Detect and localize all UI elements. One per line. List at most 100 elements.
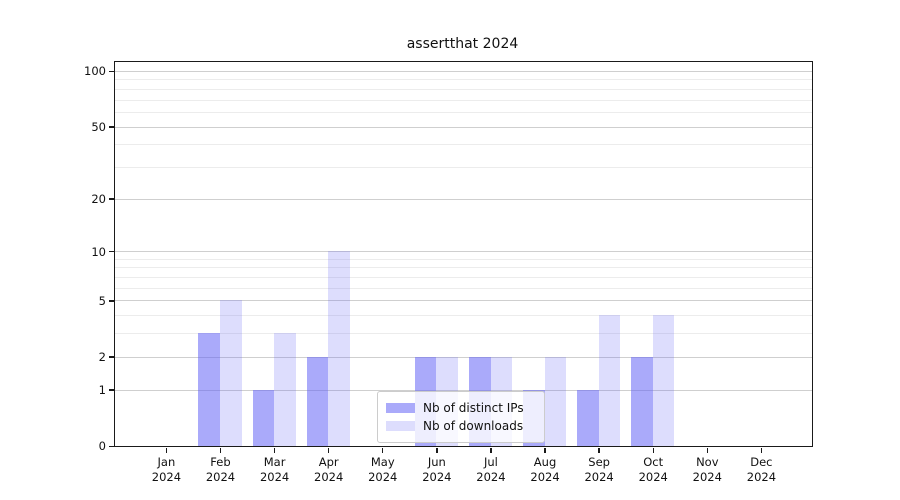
x-label-month-aug: Aug bbox=[533, 455, 557, 469]
gridline-minor-8 bbox=[115, 267, 812, 269]
y-tick-20 bbox=[109, 198, 114, 200]
gridline-minor-6 bbox=[115, 287, 812, 289]
x-label-month-dec: Dec bbox=[750, 455, 773, 469]
gridline-minor-7 bbox=[115, 277, 812, 279]
x-tick-label-may: May 2024 bbox=[353, 455, 413, 485]
x-tick-jan bbox=[165, 447, 168, 453]
x-tick-label-jun: Jun 2024 bbox=[407, 455, 467, 485]
plot-area bbox=[114, 61, 813, 447]
x-label-year-feb: 2024 bbox=[205, 470, 236, 484]
bar-downloads-sep bbox=[598, 315, 621, 446]
y-tick-label-50: 50 bbox=[91, 119, 106, 134]
x-tick-label-aug: Aug 2024 bbox=[515, 455, 575, 485]
x-tick-label-dec: Dec 2024 bbox=[731, 455, 791, 485]
gridline-minor-4 bbox=[115, 315, 812, 317]
y-tick-label-100: 100 bbox=[84, 64, 106, 79]
gridline-minor-30 bbox=[115, 166, 812, 168]
x-tick-label-apr: Apr 2024 bbox=[299, 455, 359, 485]
bar-downloads-oct bbox=[652, 315, 675, 446]
y-tick-5 bbox=[109, 300, 114, 302]
x-label-month-feb: Feb bbox=[210, 455, 231, 469]
bar-downloads-apr bbox=[328, 251, 350, 446]
y-tick-100 bbox=[109, 70, 114, 73]
x-tick-label-nov: Nov 2024 bbox=[677, 455, 737, 485]
x-tick-aug bbox=[544, 447, 546, 453]
legend-swatch-downloads bbox=[386, 421, 415, 431]
x-label-year-jun: 2024 bbox=[422, 470, 452, 484]
x-label-year-oct: 2024 bbox=[638, 470, 668, 484]
gridline-20 bbox=[115, 198, 812, 200]
x-tick-oct bbox=[652, 447, 654, 453]
bar-downloads-mar bbox=[274, 333, 296, 446]
x-label-month-oct: Oct bbox=[643, 455, 664, 469]
legend-swatch-distinct-ips bbox=[386, 403, 415, 413]
y-tick-label-10: 10 bbox=[91, 244, 106, 259]
gridline-minor-9 bbox=[115, 258, 812, 260]
x-label-month-nov: Nov bbox=[696, 455, 719, 469]
legend-item-distinct-ips: Nb of distinct IPs bbox=[386, 400, 536, 416]
gridline-1 bbox=[115, 389, 812, 391]
x-tick-label-jan: Jan 2024 bbox=[136, 455, 196, 485]
x-tick-dec bbox=[760, 447, 763, 453]
x-tick-jun bbox=[436, 447, 438, 453]
gridline-minor-80 bbox=[115, 88, 812, 90]
bar-distinct-ips-mar bbox=[252, 389, 275, 446]
x-label-year-sep: 2024 bbox=[584, 470, 614, 484]
x-label-year-jul: 2024 bbox=[476, 470, 506, 484]
y-tick-2 bbox=[109, 356, 114, 358]
gridline-50 bbox=[115, 126, 812, 128]
x-label-year-mar: 2024 bbox=[259, 470, 290, 484]
gridline-minor-90 bbox=[115, 79, 812, 81]
x-label-month-jul: Jul bbox=[483, 455, 498, 469]
gridline-2 bbox=[115, 356, 812, 358]
chart-title: assertthat 2024 bbox=[406, 36, 519, 52]
x-label-year-nov: 2024 bbox=[692, 470, 722, 484]
x-tick-sep bbox=[598, 447, 600, 453]
x-tick-may bbox=[382, 447, 384, 453]
x-tick-label-sep: Sep 2024 bbox=[569, 455, 629, 485]
x-tick-label-mar: Mar 2024 bbox=[245, 455, 305, 485]
gridline-minor-3 bbox=[115, 333, 812, 335]
gridline-100 bbox=[115, 71, 812, 72]
x-label-year-apr: 2024 bbox=[314, 470, 344, 484]
legend: Nb of distinct IPs Nb of downloads bbox=[377, 391, 545, 443]
y-tick-label-0: 0 bbox=[98, 439, 106, 454]
x-label-year-dec: 2024 bbox=[746, 470, 777, 484]
bar-distinct-ips-sep bbox=[577, 389, 599, 446]
y-tick-label-2: 2 bbox=[98, 350, 106, 365]
y-tick-50 bbox=[109, 126, 114, 128]
x-label-month-jun: Jun bbox=[427, 455, 446, 469]
x-tick-mar bbox=[273, 447, 276, 453]
x-tick-label-jul: Jul 2024 bbox=[461, 455, 521, 485]
x-label-year-may: 2024 bbox=[368, 470, 398, 484]
x-tick-label-feb: Feb 2024 bbox=[190, 455, 250, 485]
x-tick-jul bbox=[490, 447, 492, 453]
y-tick-0 bbox=[109, 445, 114, 448]
gridline-5 bbox=[115, 300, 812, 302]
x-tick-label-oct: Oct 2024 bbox=[623, 455, 683, 485]
bar-distinct-ips-feb bbox=[198, 333, 221, 446]
x-tick-feb bbox=[219, 447, 222, 453]
x-label-year-jan: 2024 bbox=[151, 470, 182, 484]
legend-label-distinct-ips: Nb of distinct IPs bbox=[423, 401, 524, 415]
x-label-year-aug: 2024 bbox=[530, 470, 560, 484]
gridline-minor-70 bbox=[115, 99, 812, 101]
bar-downloads-aug bbox=[544, 356, 567, 446]
bar-distinct-ips-oct bbox=[631, 356, 653, 446]
x-label-month-apr: Apr bbox=[318, 455, 339, 469]
y-tick-10 bbox=[109, 250, 114, 253]
x-tick-apr bbox=[327, 447, 330, 453]
x-label-month-jan: Jan bbox=[157, 455, 176, 469]
bar-downloads-feb bbox=[220, 300, 242, 446]
gridline-minor-60 bbox=[115, 111, 812, 113]
y-tick-label-5: 5 bbox=[98, 293, 106, 308]
y-tick-1 bbox=[109, 389, 114, 391]
y-tick-label-1: 1 bbox=[98, 383, 106, 398]
gridline-10 bbox=[115, 251, 812, 253]
legend-label-downloads: Nb of downloads bbox=[423, 419, 524, 433]
x-label-month-mar: Mar bbox=[263, 455, 286, 469]
x-label-month-may: May bbox=[370, 455, 395, 469]
y-tick-label-20: 20 bbox=[91, 192, 106, 207]
gridline-minor-40 bbox=[115, 144, 812, 146]
